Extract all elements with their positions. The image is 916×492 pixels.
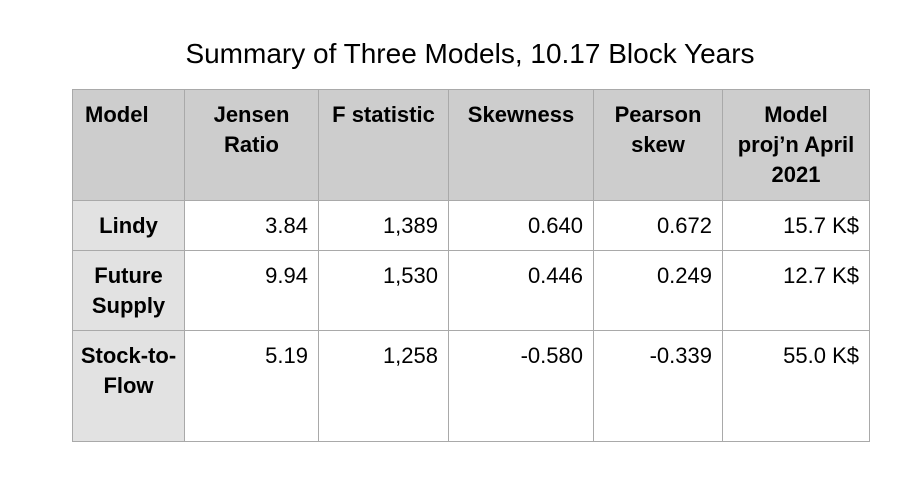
cell-lindy-jensen-ratio: 3.84 [184, 200, 319, 251]
table-row: Lindy 3.84 1,389 0.640 0.672 15.7 K$ [72, 200, 870, 251]
row-header-lindy: Lindy [72, 200, 185, 251]
cell-lindy-model-projection: 15.7 K$ [722, 200, 870, 251]
column-header-model-projection: Model proj’n April 2021 [722, 89, 870, 201]
cell-stock-to-flow-jensen-ratio: 5.19 [184, 330, 319, 442]
cell-future-supply-f-statistic: 1,530 [318, 250, 449, 331]
cell-future-supply-model-projection: 12.7 K$ [722, 250, 870, 331]
row-header-future-supply: Future Supply [72, 250, 185, 331]
cell-lindy-pearson-skew: 0.672 [593, 200, 723, 251]
cell-stock-to-flow-pearson-skew: -0.339 [593, 330, 723, 442]
table-row: Stock-to-Flow 5.19 1,258 -0.580 -0.339 5… [72, 330, 870, 442]
cell-stock-to-flow-model-projection: 55.0 K$ [722, 330, 870, 442]
column-header-skewness: Skewness [448, 89, 594, 201]
table-title: Summary of Three Models, 10.17 Block Yea… [185, 38, 755, 69]
cell-lindy-skewness: 0.640 [448, 200, 594, 251]
cell-future-supply-pearson-skew: 0.249 [593, 250, 723, 331]
cell-stock-to-flow-skewness: -0.580 [448, 330, 594, 442]
cell-future-supply-jensen-ratio: 9.94 [184, 250, 319, 331]
table-row: Future Supply 9.94 1,530 0.446 0.249 12.… [72, 250, 870, 331]
column-header-pearson-skew: Pearson skew [593, 89, 723, 201]
column-header-jensen-ratio: Jensen Ratio [184, 89, 319, 201]
row-header-stock-to-flow: Stock-to-Flow [72, 330, 185, 442]
column-header-f-statistic: F statistic [318, 89, 449, 201]
summary-table: Model Jensen Ratio F statistic Skewness … [72, 89, 870, 442]
header-row: Model Jensen Ratio F statistic Skewness … [72, 89, 870, 201]
cell-future-supply-skewness: 0.446 [448, 250, 594, 331]
cell-lindy-f-statistic: 1,389 [318, 200, 449, 251]
cell-stock-to-flow-f-statistic: 1,258 [318, 330, 449, 442]
column-header-model: Model [72, 89, 185, 201]
